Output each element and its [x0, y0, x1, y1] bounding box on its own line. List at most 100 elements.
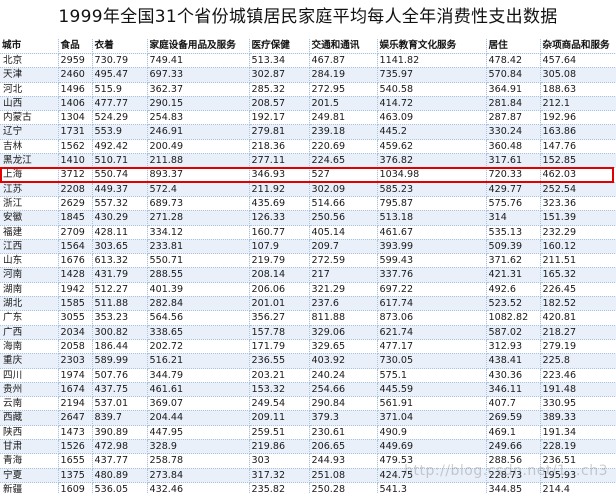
value-cell[interactable]: 208.14 — [249, 267, 310, 283]
column-header[interactable]: 杂项商品和服务 — [540, 39, 616, 54]
value-cell[interactable]: 202.72 — [147, 339, 250, 355]
city-cell[interactable]: 黑龙江 — [0, 153, 59, 169]
value-cell[interactable]: 330.95 — [540, 396, 616, 412]
city-cell[interactable]: 江苏 — [0, 182, 59, 197]
city-cell[interactable]: 吉林 — [0, 139, 59, 155]
value-cell[interactable]: 537.01 — [92, 396, 148, 412]
value-cell[interactable]: 457.64 — [540, 53, 616, 69]
value-cell[interactable]: 492.6 — [486, 282, 541, 298]
value-cell[interactable]: 2208 — [58, 182, 93, 197]
city-cell[interactable]: 宁夏 — [0, 468, 59, 483]
value-cell[interactable]: 407.7 — [486, 396, 541, 412]
value-cell[interactable]: 258.78 — [147, 453, 250, 469]
value-cell[interactable]: 290.84 — [309, 396, 378, 412]
value-cell[interactable]: 303.65 — [92, 239, 148, 255]
value-cell[interactable]: 330.24 — [486, 124, 541, 140]
value-cell[interactable]: 230.61 — [309, 425, 378, 441]
value-cell[interactable]: 344.79 — [147, 368, 250, 383]
value-cell[interactable]: 589.99 — [92, 353, 148, 369]
value-cell[interactable]: 393.99 — [377, 239, 487, 255]
value-cell[interactable]: 557.32 — [92, 196, 148, 212]
value-cell[interactable]: 209.7 — [309, 239, 378, 255]
value-cell[interactable]: 237.6 — [309, 296, 378, 312]
value-cell[interactable]: 192.96 — [540, 110, 616, 126]
city-cell[interactable]: 甘肃 — [0, 439, 59, 455]
city-cell[interactable]: 河北 — [0, 82, 59, 97]
value-cell[interactable]: 449.37 — [92, 182, 148, 197]
value-cell[interactable]: 1585 — [58, 296, 93, 312]
value-cell[interactable]: 2460 — [58, 67, 93, 83]
value-cell[interactable]: 379.3 — [309, 410, 378, 426]
value-cell[interactable]: 430.29 — [92, 210, 148, 226]
value-cell[interactable]: 317.32 — [249, 468, 310, 483]
city-cell[interactable]: 湖北 — [0, 296, 59, 312]
value-cell[interactable]: 541.3 — [377, 482, 487, 493]
value-cell[interactable]: 405.14 — [309, 225, 378, 240]
value-cell[interactable]: 437.75 — [92, 382, 148, 398]
value-cell[interactable]: 467.87 — [309, 53, 378, 69]
value-cell[interactable]: 228.73 — [486, 468, 541, 483]
city-cell[interactable]: 河南 — [0, 267, 59, 283]
value-cell[interactable]: 462.03 — [540, 167, 616, 183]
value-cell[interactable]: 211.88 — [147, 153, 250, 169]
value-cell[interactable]: 244.93 — [309, 453, 378, 469]
value-cell[interactable]: 206.06 — [249, 282, 310, 298]
value-cell[interactable]: 160.77 — [249, 225, 310, 240]
value-cell[interactable]: 507.76 — [92, 368, 148, 383]
value-cell[interactable]: 317.61 — [486, 153, 541, 169]
value-cell[interactable]: 1406 — [58, 96, 93, 112]
value-cell[interactable]: 362.37 — [147, 82, 250, 97]
city-cell[interactable]: 重庆 — [0, 353, 59, 369]
value-cell[interactable]: 211.92 — [249, 182, 310, 197]
value-cell[interactable]: 249.66 — [486, 439, 541, 455]
value-cell[interactable]: 281.84 — [486, 96, 541, 112]
value-cell[interactable]: 206.65 — [309, 439, 378, 455]
value-cell[interactable]: 226.45 — [540, 282, 616, 298]
value-cell[interactable]: 621.74 — [377, 325, 487, 340]
value-cell[interactable]: 254.83 — [147, 110, 250, 126]
value-cell[interactable]: 236.55 — [249, 353, 310, 369]
value-cell[interactable]: 302.87 — [249, 67, 310, 83]
value-cell[interactable]: 730.05 — [377, 353, 487, 369]
value-cell[interactable]: 570.84 — [486, 67, 541, 83]
value-cell[interactable]: 421.31 — [486, 267, 541, 283]
value-cell[interactable]: 288.55 — [147, 267, 250, 283]
value-cell[interactable]: 697.33 — [147, 67, 250, 83]
value-cell[interactable]: 218.36 — [249, 139, 310, 155]
value-cell[interactable]: 279.19 — [540, 339, 616, 355]
value-cell[interactable]: 1304 — [58, 110, 93, 126]
value-cell[interactable]: 515.9 — [92, 82, 148, 97]
value-cell[interactable]: 720.33 — [486, 167, 541, 183]
value-cell[interactable]: 2709 — [58, 225, 93, 240]
value-cell[interactable]: 3712 — [58, 167, 93, 183]
value-cell[interactable]: 513.18 — [377, 210, 487, 226]
value-cell[interactable]: 893.37 — [147, 167, 250, 183]
value-cell[interactable]: 1496 — [58, 82, 93, 97]
value-cell[interactable]: 1526 — [58, 439, 93, 455]
value-cell[interactable]: 165.32 — [540, 267, 616, 283]
city-cell[interactable]: 湖南 — [0, 282, 59, 298]
value-cell[interactable]: 192.17 — [249, 110, 310, 126]
value-cell[interactable]: 811.88 — [309, 310, 378, 326]
value-cell[interactable]: 414.72 — [377, 96, 487, 112]
value-cell[interactable]: 401.39 — [147, 282, 250, 298]
value-cell[interactable]: 572.4 — [147, 182, 250, 197]
value-cell[interactable]: 346.93 — [249, 167, 310, 183]
city-cell[interactable]: 四川 — [0, 368, 59, 383]
value-cell[interactable]: 390.89 — [92, 425, 148, 441]
value-cell[interactable]: 302.09 — [309, 182, 378, 197]
value-cell[interactable]: 1473 — [58, 425, 93, 441]
value-cell[interactable]: 271.28 — [147, 210, 250, 226]
value-cell[interactable]: 195.93 — [540, 468, 616, 483]
value-cell[interactable]: 587.02 — [486, 325, 541, 340]
value-cell[interactable]: 437.77 — [92, 453, 148, 469]
value-cell[interactable]: 730.79 — [92, 53, 148, 69]
value-cell[interactable]: 550.74 — [92, 167, 148, 183]
value-cell[interactable]: 250.28 — [309, 482, 378, 493]
value-cell[interactable]: 329.65 — [309, 339, 378, 355]
column-header[interactable]: 医疗保健 — [249, 39, 310, 54]
value-cell[interactable]: 236.51 — [540, 453, 616, 469]
value-cell[interactable]: 463.09 — [377, 110, 487, 126]
city-cell[interactable]: 海南 — [0, 339, 59, 355]
value-cell[interactable]: 510.71 — [92, 153, 148, 169]
